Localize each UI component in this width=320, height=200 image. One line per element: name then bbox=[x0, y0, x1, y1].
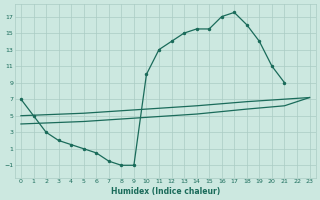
X-axis label: Humidex (Indice chaleur): Humidex (Indice chaleur) bbox=[111, 187, 220, 196]
